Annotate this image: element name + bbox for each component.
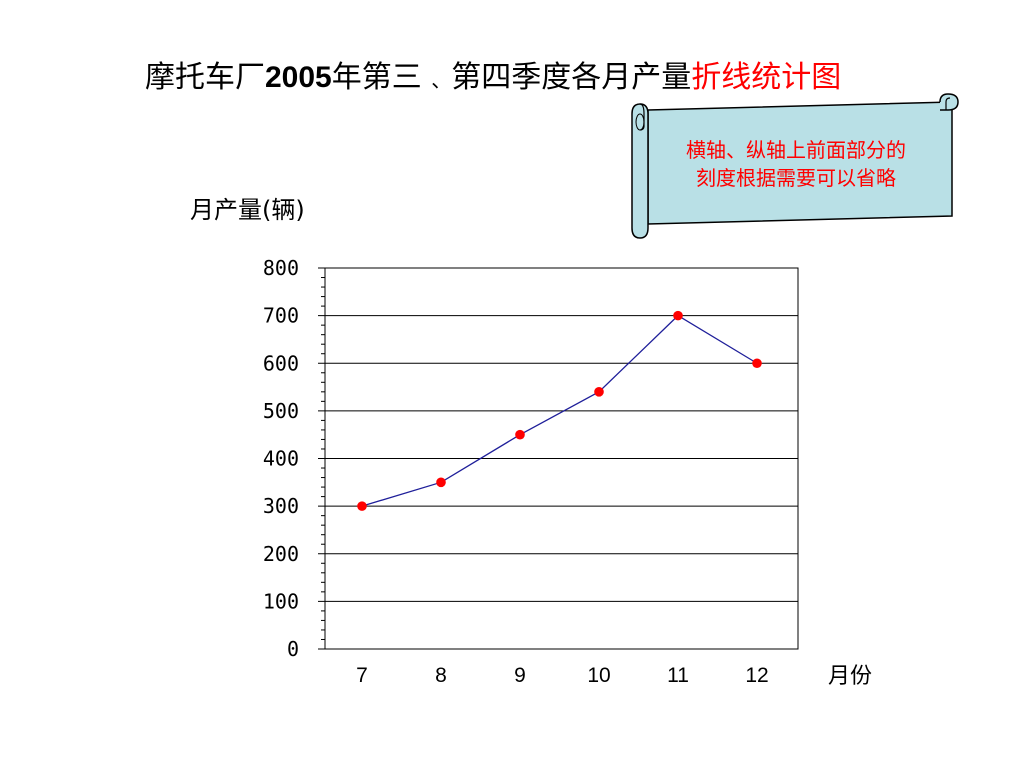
chart-title: 摩托车厂2005年第三 、第四季度各月产量折线统计图 [145, 52, 841, 96]
axis-layer [318, 267, 799, 650]
x-tick-label: 10 [587, 664, 610, 687]
y-tick-label: 0 [287, 637, 299, 661]
data-point [357, 501, 367, 511]
x-tick-label: 12 [745, 664, 768, 687]
title-year: 2005 [265, 61, 332, 94]
scroll-icon [631, 93, 959, 239]
y-tick-label: 600 [263, 351, 299, 375]
title-part-2: 年第三 [331, 60, 422, 95]
x-axis-label: 月份 [828, 664, 872, 689]
y-tick-label: 100 [263, 589, 299, 613]
y-tick-label: 200 [263, 542, 299, 566]
y-tick-label: 700 [263, 304, 299, 328]
label-layer: 0 100 200 300 400 500 600 700 800 7 8 9 10 11 12 月份 [263, 256, 872, 689]
x-tick-label: 7 [356, 664, 368, 687]
series-line [361, 314, 758, 507]
note-text: 横轴、纵轴上前面部分的 刻度根据需要可以省略 [650, 136, 942, 192]
x-tick-label: 9 [514, 664, 526, 687]
y-tick-label: 300 [263, 494, 299, 518]
note-scroll: 横轴、纵轴上前面部分的 刻度根据需要可以省略 [630, 92, 960, 240]
data-point [673, 310, 683, 321]
title-part-3: 第四季度各月产量 [451, 60, 692, 95]
data-point [436, 477, 446, 488]
series-layer [357, 310, 762, 511]
y-tick-label: 500 [263, 399, 299, 423]
x-tick-label: 8 [435, 664, 447, 687]
data-point [515, 429, 525, 440]
y-tick-label: 400 [263, 447, 299, 471]
data-point [752, 358, 762, 369]
title-part-1: 摩托车厂 [145, 60, 265, 95]
x-tick-label: 11 [667, 664, 689, 687]
note-line-1: 横轴、纵轴上前面部分的 [686, 138, 906, 162]
title-highlight: 折线统计图 [691, 60, 842, 95]
data-point [594, 387, 604, 397]
grid-layer [325, 267, 798, 650]
title-separator: 、 [431, 68, 452, 92]
y-tick-label: 800 [263, 256, 299, 280]
note-line-2: 刻度根据需要可以省略 [696, 166, 896, 190]
y-axis-label: 月产量(辆) [190, 196, 305, 224]
